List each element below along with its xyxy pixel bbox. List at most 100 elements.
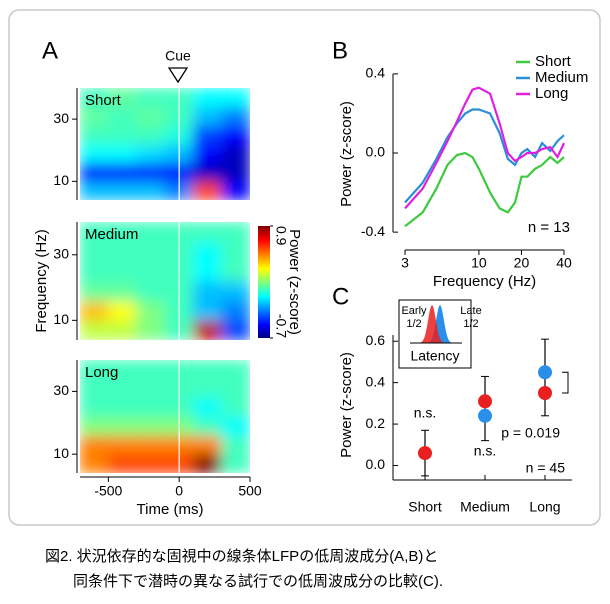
heat-cell <box>107 88 138 108</box>
bracket <box>562 371 569 394</box>
x-tick-label: 10 <box>471 255 487 271</box>
heat-cell <box>221 453 250 473</box>
heat-cell <box>107 143 138 164</box>
caption: 同条件下で潜時の異なる試行での低周波成分の比較(C). <box>73 572 443 590</box>
colorbar-label: Power (z-score) <box>286 229 303 335</box>
heat-cell <box>80 453 109 473</box>
panel-label: B <box>332 37 348 64</box>
heat-cell <box>221 88 250 108</box>
heat-cell <box>192 222 223 243</box>
y-tick-label: 0.6 <box>366 332 386 348</box>
heat-cell <box>80 222 109 243</box>
x-axis-label: Frequency (Hz) <box>433 273 536 290</box>
heat-cell <box>107 397 138 417</box>
x-tick-label: 0 <box>175 483 183 499</box>
heat-cell <box>221 416 250 436</box>
heat-cell <box>136 241 166 262</box>
point <box>418 446 432 461</box>
heat-cell <box>192 300 223 321</box>
heat-cell <box>192 434 223 455</box>
caption: 図2. 状況依存的な固視中の線条体LFPの低周波成分(A,B)と <box>45 548 438 565</box>
heat-cell <box>80 416 109 436</box>
heat-cell <box>136 162 166 182</box>
heat-cell <box>80 378 109 399</box>
heat-cell <box>80 260 109 282</box>
point <box>538 386 552 400</box>
heat-cell <box>192 397 223 417</box>
y-tick-label: 0.0 <box>366 456 386 472</box>
heat-cell <box>107 416 138 436</box>
x-tick-label: 3 <box>401 255 409 271</box>
heat-cell <box>136 106 166 126</box>
colorbar <box>258 226 270 338</box>
y-tick-label: 10 <box>53 311 69 327</box>
inset-early <box>414 305 450 343</box>
heat-cell <box>107 360 138 380</box>
x-axis-label: Time (ms) <box>137 501 204 518</box>
heat-cell <box>221 180 250 200</box>
heat-cell <box>221 241 250 262</box>
heat-cell <box>192 162 223 182</box>
y-tick-label: 10 <box>53 445 69 461</box>
annotation: n.s. <box>474 443 497 459</box>
heat-cell <box>192 360 223 380</box>
point <box>478 394 492 409</box>
heat-cell <box>80 106 109 126</box>
heat-cell <box>107 434 138 455</box>
point <box>478 408 492 423</box>
heat-cell <box>192 88 223 108</box>
heat-cell <box>136 124 166 145</box>
legend-label: Late 1/2 <box>460 305 482 330</box>
heat-cell <box>136 397 166 417</box>
inset-label: Latency <box>410 348 459 364</box>
heat-cell <box>136 143 166 164</box>
heat-cell <box>107 300 138 321</box>
heat-cell <box>136 434 166 455</box>
inset-late <box>422 305 458 343</box>
x-tick-label: -500 <box>94 483 122 499</box>
heat-cell <box>221 434 250 455</box>
y-axis-label: Frequency (Hz) <box>33 229 50 332</box>
heat-cell <box>136 260 166 282</box>
heat-cell <box>107 222 138 243</box>
heat-cell <box>136 360 166 380</box>
heat-cell <box>221 162 250 182</box>
heat-cell <box>80 319 109 340</box>
y-tick-label: 0.2 <box>366 415 386 431</box>
heat-cell <box>80 241 109 262</box>
legend-label: Early 1/2 <box>401 305 427 330</box>
heat-cell <box>80 434 109 455</box>
heat-cell <box>221 260 250 282</box>
heatmap <box>80 88 250 200</box>
heat-cell <box>192 319 223 340</box>
heat-cell <box>192 143 223 164</box>
heat-cell <box>107 453 138 473</box>
heat-cell <box>192 378 223 399</box>
heat-cell <box>107 180 138 200</box>
heatmap-cells <box>80 360 250 473</box>
heat-cell <box>107 260 138 282</box>
heat-cell <box>107 319 138 340</box>
series-line <box>404 151 565 228</box>
heatmap-title: Short <box>85 92 122 109</box>
heat-cell <box>192 453 223 473</box>
y-tick-label: 0.0 <box>366 144 386 160</box>
heatmap-cells <box>80 88 250 200</box>
heat-cell <box>80 124 109 145</box>
heat-cell <box>136 180 166 200</box>
y-tick-label: 10 <box>53 172 69 188</box>
heat-cell <box>192 124 223 145</box>
heat-cell <box>136 453 166 473</box>
heat-cell <box>80 397 109 417</box>
heat-cell <box>136 280 166 302</box>
heat-cell <box>80 88 109 108</box>
colorbar-tick-label: 0.9 <box>273 226 289 246</box>
heat-cell <box>107 280 138 302</box>
heat-cell <box>192 260 223 282</box>
cue-marker <box>167 67 189 84</box>
heat-cell <box>221 360 250 380</box>
heat-cell <box>221 222 250 243</box>
heat-cell <box>80 143 109 164</box>
heat-cell <box>221 124 250 145</box>
